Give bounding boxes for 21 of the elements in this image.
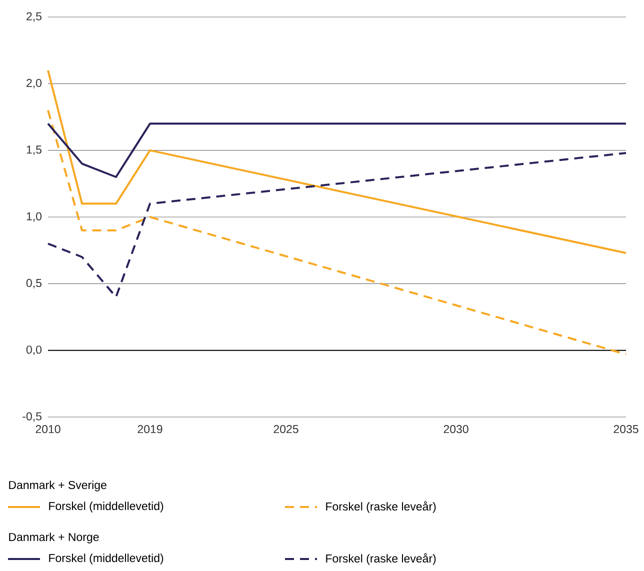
legend-label: Forskel (middellevetid) <box>49 554 164 564</box>
legend-label: Forskel (raske leveår) <box>326 501 436 513</box>
x-tick-label: 2025 <box>274 425 298 434</box>
x-tick-label: 2035 <box>614 425 638 434</box>
y-tick-label: 2,0 <box>26 78 42 88</box>
y-tick-label: -0,5 <box>22 412 42 422</box>
y-tick-label: 2,5 <box>26 12 42 22</box>
line-series <box>47 109 628 356</box>
line-series <box>47 152 628 298</box>
y-tick-label: 0,5 <box>26 278 42 288</box>
y-tick-label: 1,5 <box>26 146 42 156</box>
text: Danmark + Sverige <box>9 480 106 492</box>
x-tick-label: 2019 <box>138 425 162 434</box>
y-tick-label: 1,0 <box>26 212 42 222</box>
line-series <box>47 69 628 254</box>
y-tick-label: 0,0 <box>26 346 42 356</box>
legend-label: Forskel (raske leveår) <box>326 553 436 565</box>
x-tick-label: 2030 <box>444 425 468 434</box>
legend-label: Forskel (middellevetid) <box>49 502 164 512</box>
text: Danmark + Norge <box>9 532 99 544</box>
x-tick-label: 2010 <box>36 425 60 434</box>
